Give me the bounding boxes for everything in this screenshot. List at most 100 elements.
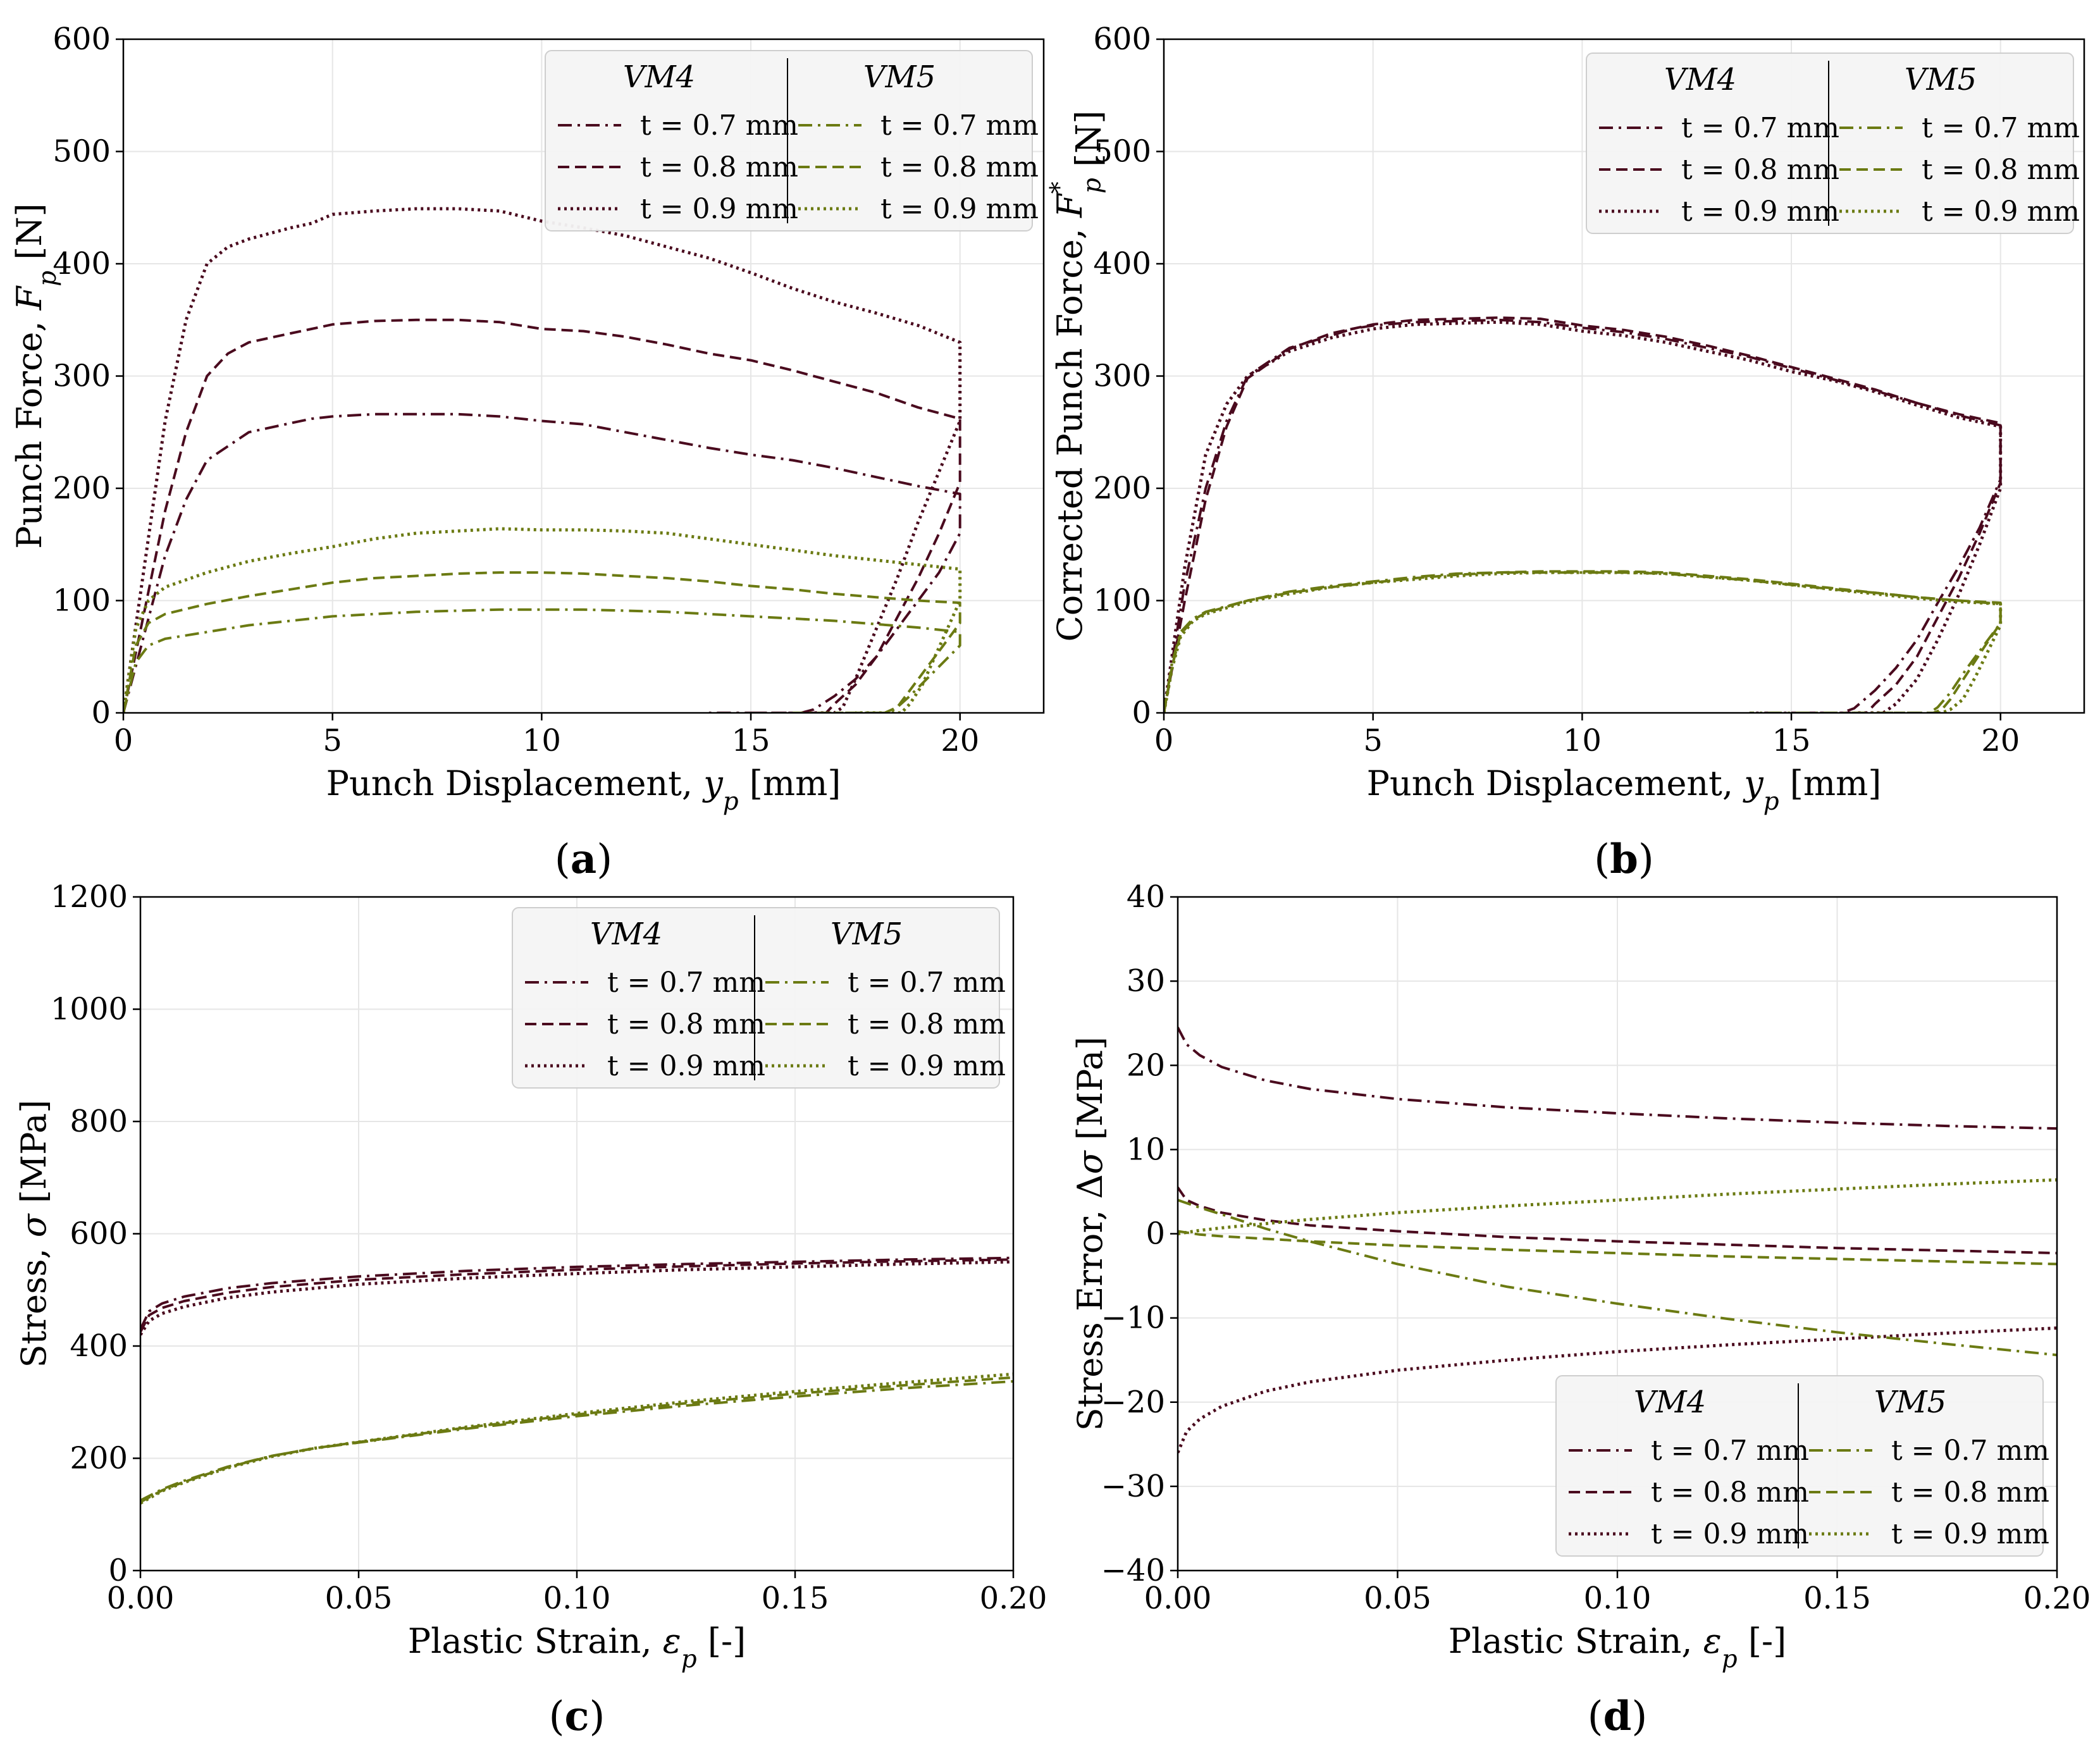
y-axis-label: Corrected Punch Force, F* p [N] — [1046, 111, 1109, 642]
legend-item-label: t = 0.7 mm — [1922, 112, 2080, 144]
panel-label: (a) — [555, 836, 612, 883]
x-tick-label: 0.15 — [1803, 1581, 1871, 1616]
legend-item-label: t = 0.9 mm — [1891, 1518, 2049, 1550]
chart-panel-d: 0.00 0.05 0.10 0.15 0.20 −40 −30 −20 −10 0 10 20 30 4… — [1070, 879, 2091, 1740]
y-tick-label: 600 — [1093, 22, 1151, 57]
legend-group-title: VM4 — [1634, 1385, 1706, 1420]
series-group — [1178, 1027, 2057, 1454]
legend-item-label: t = 0.8 mm — [1651, 1476, 1809, 1509]
y-tick-label: 200 — [52, 471, 111, 506]
legend: VM4 t = 0.7 mm t = 0.8 mm t = 0.9 mm VM5 t = … — [512, 907, 1006, 1089]
x-tick-label: 0 — [1154, 723, 1174, 758]
legend-item-label: t = 0.9 mm — [640, 193, 798, 225]
legend-item-label: t = 0.7 mm — [880, 109, 1039, 142]
legend-item-label: t = 0.7 mm — [607, 967, 765, 999]
legend-item-label: t = 0.7 mm — [1651, 1435, 1809, 1467]
legend-item-label: t = 0.8 mm — [1922, 154, 2080, 186]
y-tick-label: 20 — [1127, 1047, 1165, 1083]
y-tick-label: 0 — [108, 1553, 128, 1588]
legend-item-label: t = 0.8 mm — [880, 151, 1039, 183]
y-tick-label: −30 — [1101, 1469, 1165, 1504]
x-axis-label: Punch Displacement, yp [mm] — [326, 763, 841, 816]
legend-item-label: t = 0.8 mm — [1891, 1476, 2049, 1509]
y-tick-label: 1000 — [51, 992, 128, 1027]
x-tick-label: 20 — [941, 723, 979, 758]
series-line-vm5-dotted — [1164, 571, 2003, 713]
y-tick-label: 0 — [1132, 695, 1151, 731]
legend-item-label: t = 0.9 mm — [607, 1050, 765, 1082]
x-tick-label: 10 — [522, 723, 561, 758]
legend: VM4 t = 0.7 mm t = 0.8 mm t = 0.9 mm VM5 t = … — [545, 50, 1039, 232]
legend-item-label: t = 0.9 mm — [1651, 1518, 1809, 1550]
series-line-vm5-dotted — [123, 527, 962, 713]
legend-item-label: t = 0.8 mm — [640, 151, 798, 183]
y-tick-label: 300 — [1093, 359, 1151, 394]
y-tick-label: 100 — [52, 583, 111, 619]
series-line-vm4-dotted — [123, 207, 962, 713]
y-tick-label: 1200 — [51, 879, 128, 915]
panel-label: (b) — [1594, 836, 1654, 883]
legend-group-title: VM5 — [863, 59, 936, 95]
legend-group-title: VM5 — [1874, 1385, 1946, 1420]
y-tick-label: 30 — [1127, 963, 1165, 999]
x-tick-label: 0.20 — [980, 1581, 1047, 1616]
y-tick-label: −10 — [1101, 1300, 1165, 1336]
x-tick-label: 0.00 — [107, 1581, 175, 1616]
y-tick-label: 400 — [52, 246, 111, 281]
y-axis-label: Stress Error, Δσ [MPa] — [1070, 1037, 1110, 1431]
legend-item-label: t = 0.9 mm — [880, 193, 1039, 225]
x-tick-label: 15 — [1772, 723, 1811, 758]
panel-label: (d) — [1588, 1693, 1648, 1740]
y-axis-label: Punch Force, Fp [N] — [9, 203, 62, 548]
legend-box — [1586, 52, 2074, 234]
legend-item-label: t = 0.9 mm — [1922, 195, 2080, 228]
series-line-vm5-dashed — [1178, 1230, 2057, 1266]
y-tick-label: 400 — [70, 1328, 128, 1364]
legend-item-label: t = 0.7 mm — [848, 967, 1006, 999]
legend-item-label: t = 0.7 mm — [1681, 112, 1839, 144]
x-tick-label: 0.05 — [325, 1581, 393, 1616]
y-tick-label: 40 — [1127, 879, 1165, 915]
x-tick-label: 0.10 — [543, 1581, 611, 1616]
legend-item-label: t = 0.8 mm — [607, 1008, 765, 1041]
legend-group-title: VM4 — [590, 917, 662, 952]
legend-item-label: t = 0.9 mm — [1681, 195, 1839, 228]
y-tick-label: 600 — [70, 1216, 128, 1252]
legend-item-label: t = 0.7 mm — [1891, 1435, 2049, 1467]
y-tick-label: 0 — [91, 695, 111, 731]
legend-box — [545, 50, 1033, 232]
y-tick-label: 400 — [1093, 246, 1151, 281]
series-line-vm5-dotted — [140, 1372, 1013, 1505]
series-line-vm5-dashed — [123, 571, 961, 713]
series-line-vm4-dashed — [1164, 316, 2002, 713]
x-tick-label: 0.15 — [762, 1581, 829, 1616]
legend-group-title: VM4 — [1664, 62, 1736, 97]
series-line-vm4-dashdot — [123, 412, 961, 713]
legend-box — [512, 907, 1000, 1089]
x-tick-label: 0.05 — [1364, 1581, 1431, 1616]
series-group — [123, 207, 962, 713]
y-tick-label: 800 — [70, 1104, 128, 1139]
y-axis-label: Stress, σ [MPa] — [14, 1100, 54, 1368]
x-tick-label: 0.20 — [2023, 1581, 2091, 1616]
legend-group-title: VM5 — [831, 917, 903, 952]
series-line-vm5-dashdot — [1164, 571, 2002, 713]
series-line-vm5-dashed — [1164, 570, 2002, 713]
y-tick-label: −20 — [1101, 1385, 1165, 1420]
x-axis-label: Punch Displacement, yp [mm] — [1367, 763, 1882, 816]
series-line-vm4-dashdot — [140, 1256, 1013, 1330]
x-axis-label: Plastic Strain, εp [-] — [408, 1621, 746, 1674]
panel-label: (c) — [549, 1693, 605, 1740]
y-tick-label: 0 — [1146, 1216, 1165, 1252]
legend-box — [1555, 1375, 2044, 1557]
y-tick-label: 300 — [52, 359, 111, 394]
y-tick-label: −40 — [1101, 1553, 1165, 1588]
x-tick-label: 5 — [1363, 723, 1383, 758]
x-tick-label: 0.00 — [1144, 1581, 1212, 1616]
y-tick-label: 100 — [1093, 583, 1151, 619]
legend-item-label: t = 0.7 mm — [640, 109, 798, 142]
x-tick-label: 15 — [732, 723, 770, 758]
